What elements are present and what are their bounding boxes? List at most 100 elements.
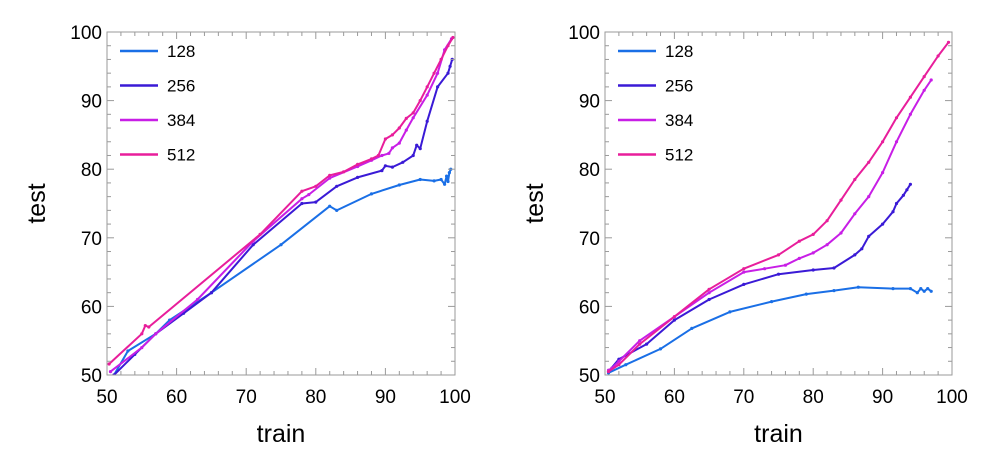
data-point [328,176,332,180]
data-point [209,291,213,295]
data-point [776,272,781,276]
data-point [891,287,895,291]
plot-frame [106,31,456,376]
data-point [770,300,774,304]
data-point [448,64,452,68]
series-line-256 [607,183,912,373]
legend-label-512: 512 [167,146,195,165]
data-point [915,291,919,295]
data-point [707,291,711,295]
data-point [443,182,447,186]
data-point [335,208,339,212]
x-tick-label: 60 [166,387,187,408]
data-point [356,175,360,179]
series-line-384 [109,38,453,373]
y-axis-label: test [23,183,51,223]
data-point [300,197,304,201]
y-tick-label: 70 [579,229,600,250]
x-axis-label: train [257,420,306,448]
series-line-384 [607,79,933,372]
data-point [411,116,415,120]
data-point [672,315,677,319]
data-point [401,160,405,164]
data-point [707,297,711,302]
data-point [690,326,694,330]
data-point [839,198,843,202]
data-point [825,219,829,223]
data-point [908,95,913,99]
data-point [811,268,815,272]
data-point [905,188,909,192]
data-point [397,126,401,130]
data-point [390,146,394,150]
legend: 128 256 384 512 [120,42,195,165]
data-point [936,54,940,58]
data-point [439,177,443,182]
data-point [335,184,339,188]
data-point [894,140,899,144]
data-point [143,324,147,328]
data-point [439,57,443,62]
data-point [328,173,332,177]
data-point [446,179,450,184]
data-point [783,263,788,267]
data-point [387,151,391,155]
data-point [376,153,380,158]
data-point [397,183,401,187]
data-point [107,362,111,366]
legend-label-256: 256 [665,77,693,96]
data-point [314,184,318,188]
legend-label-256: 256 [167,77,195,96]
data-point [446,44,450,48]
y-tick-label: 80 [579,160,600,181]
data-point [415,143,419,147]
data-point [919,287,923,291]
data-point [140,332,144,336]
data-point [901,193,906,197]
ticks [106,31,456,376]
data-point [328,204,332,208]
data-point [926,287,930,291]
data-point [617,359,621,363]
data-point [624,363,628,367]
data-point [380,153,384,158]
data-point [397,141,401,145]
data-point [742,267,746,271]
data-point [638,339,642,343]
data-point [811,251,815,255]
data-point [797,256,801,260]
data-point [894,201,899,206]
data-point [776,253,781,257]
legend: 128 256 384 512 [618,42,693,165]
data-point [300,189,304,193]
y-tick-label: 100 [568,23,600,44]
series-512 [107,35,455,366]
series-line-512 [108,36,454,365]
series-128 [112,167,453,375]
data-point [728,310,732,314]
data-point [445,174,449,178]
x-tick-label: 50 [96,387,117,408]
data-point [425,119,429,123]
x-tick-label: 100 [439,387,471,408]
y-tick-label: 80 [81,160,102,181]
data-point [929,289,933,293]
data-point [645,342,649,346]
data-point [804,292,808,296]
series-384 [108,37,454,374]
data-point [638,342,642,346]
x-tick-label: 70 [733,387,754,408]
data-point [279,243,283,247]
data-point [797,239,801,243]
data-point [617,363,621,367]
x-tick-label: 100 [936,387,968,408]
series-line-256 [113,59,454,375]
data-point [742,270,746,274]
series-256 [606,182,913,374]
data-point [300,201,304,206]
series-384 [606,78,933,372]
data-point [832,266,836,270]
data-point [432,179,436,183]
data-point [908,182,913,186]
